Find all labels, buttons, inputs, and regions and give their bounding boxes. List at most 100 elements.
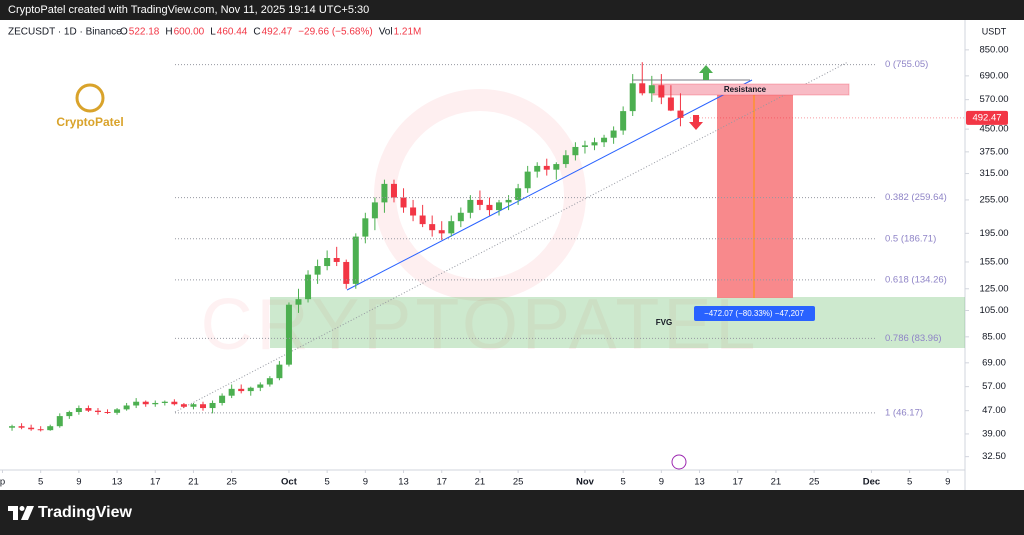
x-tick-label: 17 [732, 477, 743, 488]
footer: TradingView [0, 490, 1024, 535]
readout-key: Vol [379, 27, 393, 38]
candle-body [610, 130, 617, 138]
candle-body [266, 378, 273, 385]
candle-body [305, 274, 312, 300]
x-tick-label: 21 [771, 477, 782, 488]
candle-body [572, 146, 579, 156]
candle-body [362, 218, 369, 237]
brand-logo [75, 83, 105, 113]
fib-label: 0 (755.05) [885, 59, 928, 70]
x-tick-label: 17 [436, 477, 447, 488]
candle-body [524, 171, 531, 189]
readout-value: 460.44 [217, 27, 248, 38]
candle-body [219, 395, 226, 403]
symbol-title: ZECUSDT · 1D · Binance [8, 27, 122, 38]
x-tick-label: 13 [398, 477, 409, 488]
candle-body [257, 384, 264, 388]
x-tick-label: 9 [659, 477, 664, 488]
candle-body [677, 110, 684, 118]
fib-label: 0.618 (134.26) [885, 274, 947, 285]
candle-body [639, 83, 646, 94]
candle-body [75, 408, 82, 413]
readout-key: C [253, 27, 260, 38]
candle-body [648, 85, 655, 94]
candle-body [390, 183, 397, 198]
y-tick-label: 570.00 [979, 94, 1008, 105]
y-tick-label: 690.00 [979, 70, 1008, 81]
candle-body [228, 388, 235, 396]
candle-body [543, 165, 550, 170]
fvg-zone [270, 297, 965, 348]
candle-body [591, 142, 598, 146]
x-tick-label: Nov [576, 477, 595, 488]
candle-body [629, 83, 636, 112]
y-tick-label: 85.00 [982, 331, 1006, 342]
y-tick-label: 315.00 [979, 168, 1008, 179]
candle-body [314, 266, 321, 275]
candle-body [352, 236, 359, 284]
readout-value: 522.18 [129, 27, 160, 38]
candle-body [28, 427, 35, 430]
candle-body [94, 410, 101, 413]
x-tick-label: 5 [324, 477, 329, 488]
y-axis-label: USDT [982, 26, 1007, 36]
candle-body [419, 215, 426, 225]
x-tick-label: 13 [694, 477, 705, 488]
candle-body [104, 412, 111, 414]
candle-body [515, 188, 522, 200]
candle-body [180, 404, 187, 407]
x-tick-label: 25 [809, 477, 820, 488]
candle-body [467, 199, 474, 213]
candle-body [37, 429, 44, 431]
fvg-label: FVG [656, 318, 672, 327]
y-tick-label: 57.00 [982, 381, 1006, 392]
x-tick-label: 25 [226, 477, 237, 488]
last-price-label: 492.47 [972, 112, 1001, 123]
last-price-box [966, 110, 1008, 125]
y-tick-label: 105.00 [979, 305, 1008, 316]
candle-body [285, 304, 292, 365]
readout: ZECUSDT · 1D · Binance O 522.18 H 600.00 L 46… [8, 27, 421, 38]
y-tick-label: 69.00 [982, 357, 1006, 368]
trendline [346, 79, 753, 291]
readout-value: 492.47 [262, 27, 293, 38]
candle-body [333, 258, 340, 262]
down-arrow [689, 115, 703, 130]
measure-label-box [694, 306, 815, 321]
y-tick-label: 850.00 [979, 44, 1008, 55]
candle-body [438, 230, 445, 234]
candle-body [371, 202, 378, 219]
candle-body [534, 165, 541, 172]
candle-body [85, 408, 92, 411]
y-tick-label: 39.00 [982, 428, 1006, 439]
x-tick-label: 21 [475, 477, 486, 488]
candle-body [171, 401, 178, 405]
plot [9, 62, 684, 432]
y-tick-label: 47.00 [982, 405, 1006, 416]
readout-value: −29.66 (−5.68%) [298, 27, 373, 38]
event-icon[interactable] [671, 454, 687, 470]
x-tick-label: 9 [76, 477, 81, 488]
candle-body [152, 402, 159, 405]
candle-body [496, 202, 503, 211]
resistance-label: Resistance [724, 85, 767, 94]
readout-key: L [210, 27, 216, 38]
x-tick-label: p [0, 477, 5, 488]
candle-body [47, 426, 54, 431]
up-arrow [699, 65, 713, 80]
candle-body [9, 426, 16, 428]
candle-body [295, 299, 302, 305]
candle-body [66, 412, 73, 417]
chart: CRYPTOPATEL CryptoPatel FVG −472.07 (−80… [0, 20, 1024, 490]
candle-body [667, 97, 674, 111]
candle-body [142, 401, 149, 405]
readout-value: 600.00 [174, 27, 205, 38]
candle-body [505, 199, 512, 203]
x-tick-label: 5 [621, 477, 626, 488]
measure-zone [717, 95, 793, 298]
candle-body [343, 261, 350, 284]
candle-body [324, 258, 331, 267]
candle-body [238, 388, 245, 392]
y-tick-label: 125.00 [979, 283, 1008, 294]
y-tick-label: 195.00 [979, 228, 1008, 239]
